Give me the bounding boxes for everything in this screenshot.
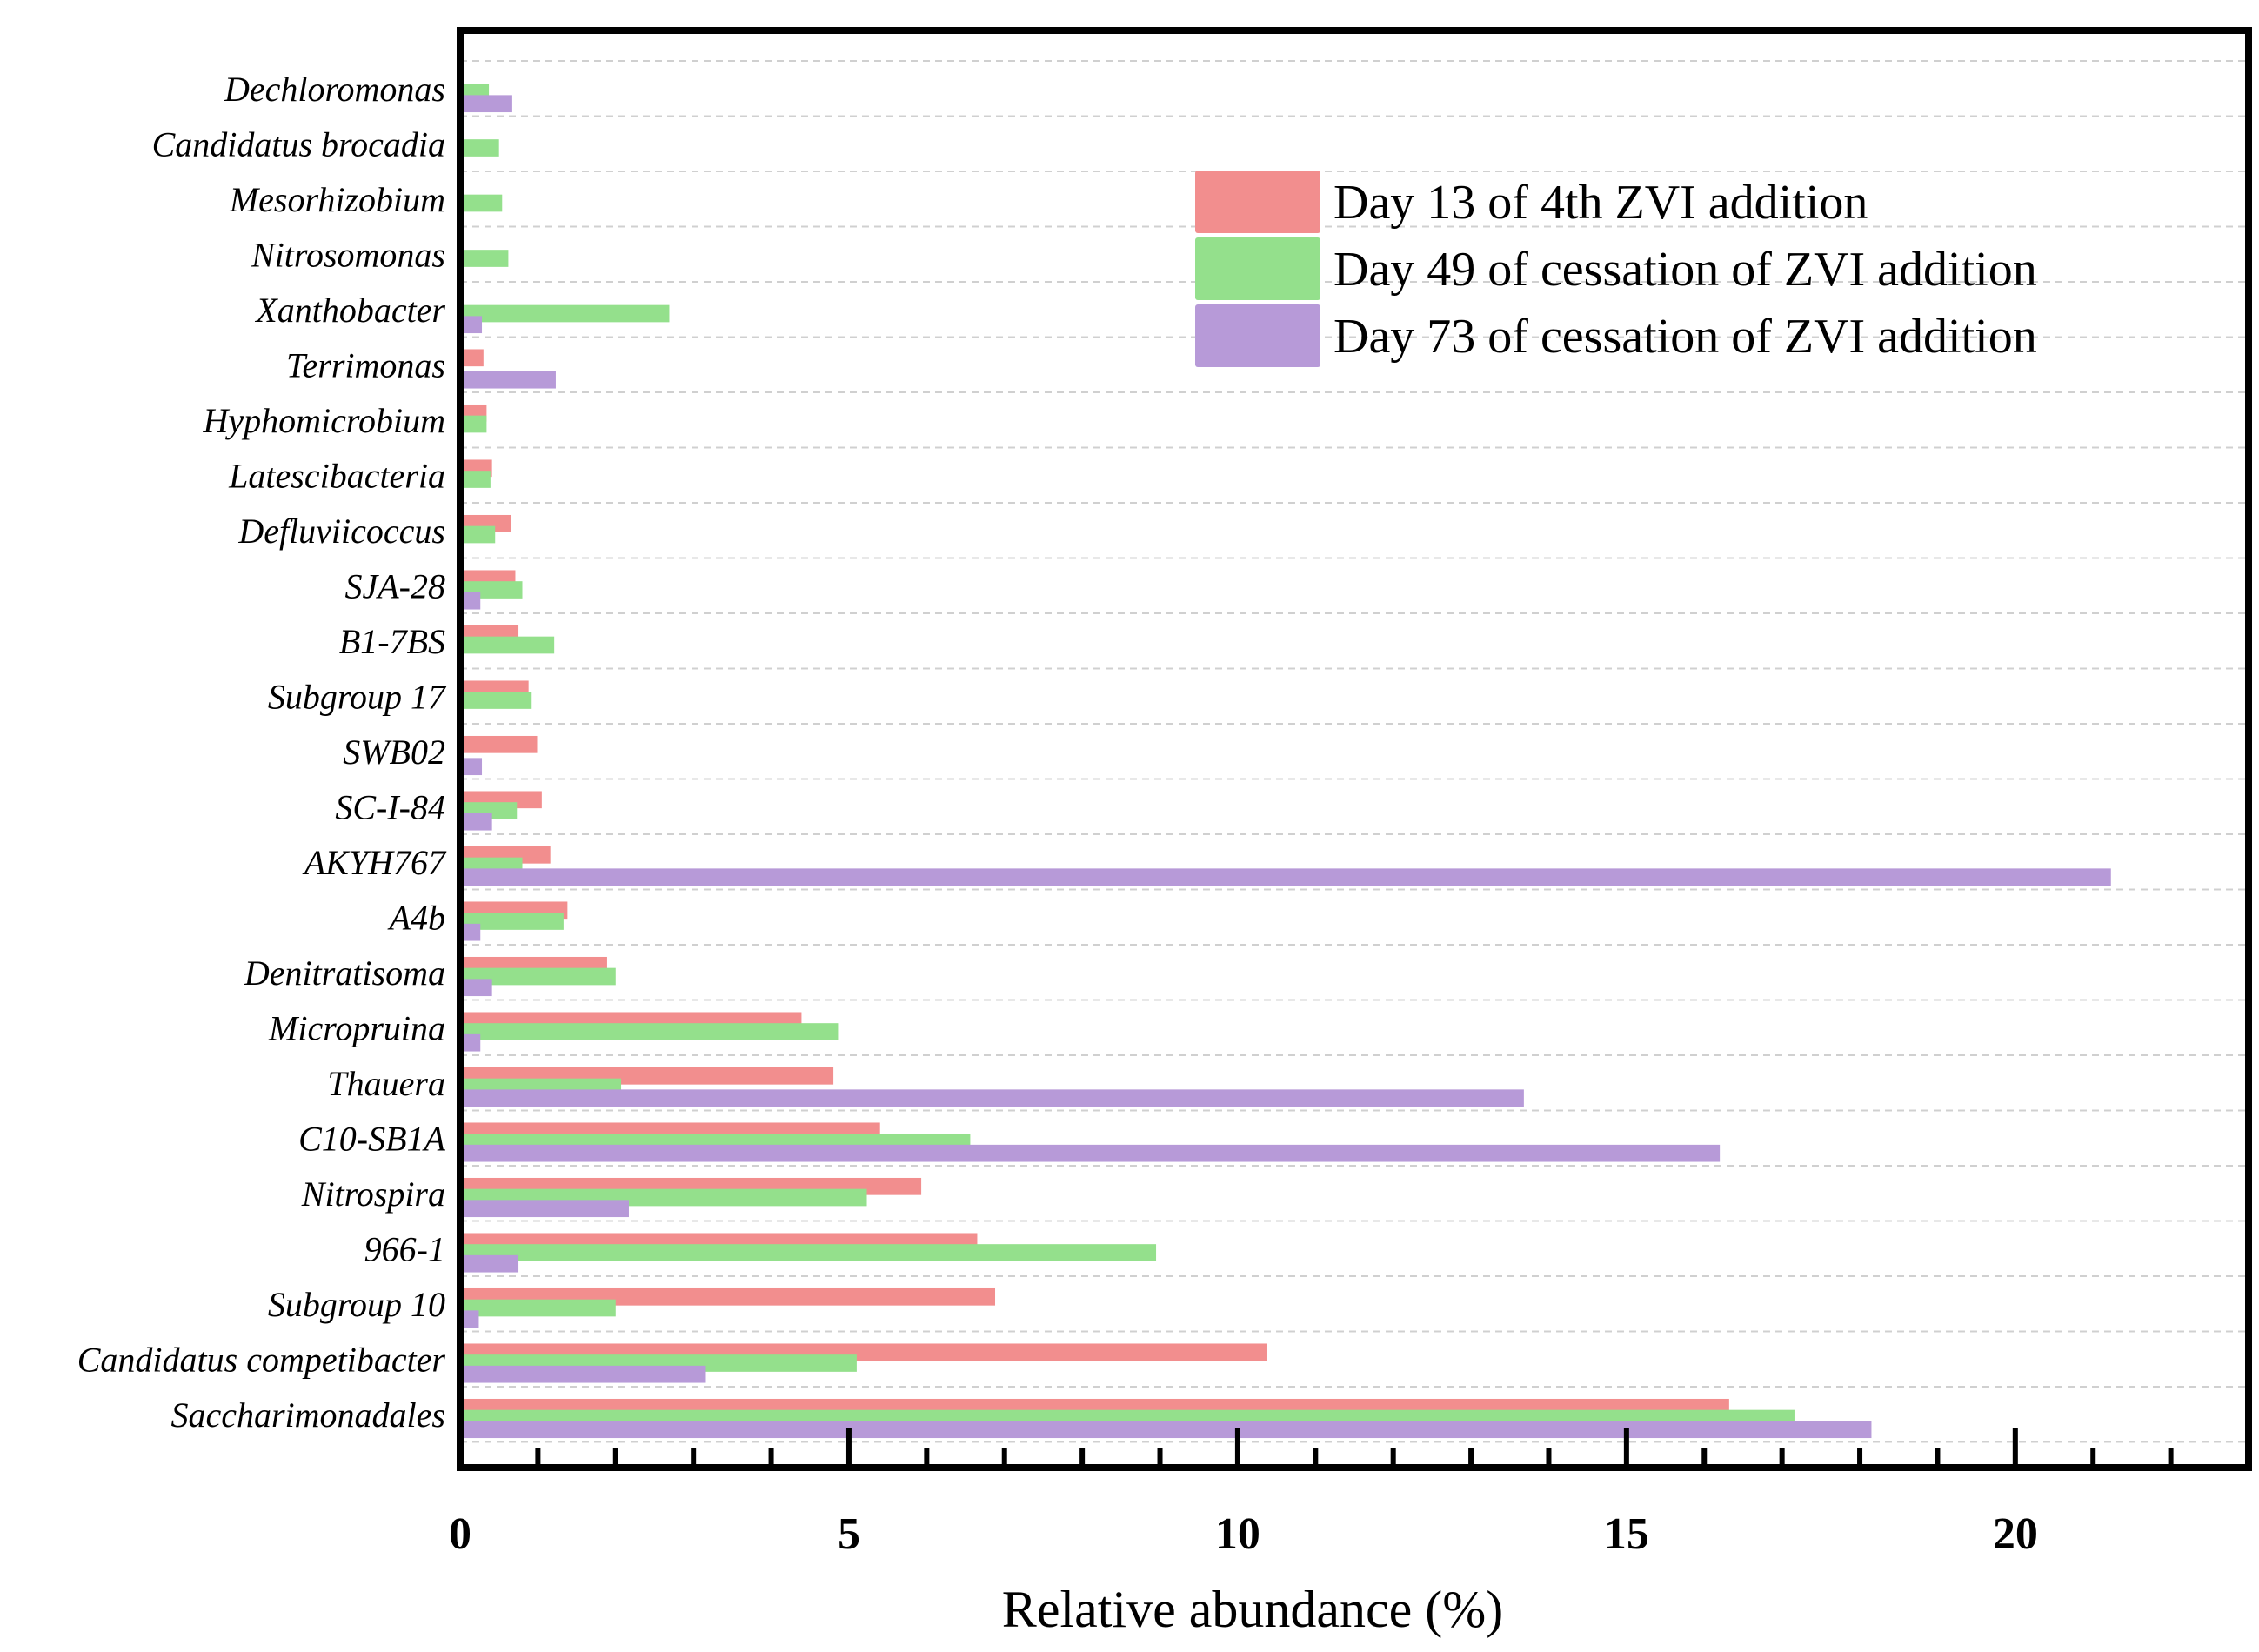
legend-swatch bbox=[1195, 171, 1320, 233]
x-tick-label: 15 bbox=[1604, 1509, 1649, 1559]
bar-day73 bbox=[460, 316, 483, 334]
category-label: Defluviicoccus bbox=[237, 512, 445, 551]
bar-day49 bbox=[460, 471, 491, 488]
bar-day73 bbox=[460, 813, 492, 831]
legend-swatch bbox=[1195, 304, 1320, 367]
bar-day13 bbox=[460, 735, 538, 753]
legend-label: Day 13 of 4th ZVI addition bbox=[1333, 176, 1868, 230]
bar-day73 bbox=[460, 1089, 1524, 1107]
category-label: Nitrosomonas bbox=[251, 235, 445, 274]
bar-day13 bbox=[460, 349, 484, 367]
bar-day49 bbox=[460, 967, 616, 986]
bar-day73 bbox=[460, 1421, 1872, 1439]
legend: Day 13 of 4th ZVI addition Day 49 of cess… bbox=[1195, 171, 2037, 367]
category-label: Terrimonas bbox=[286, 345, 445, 385]
category-label: Latescibacteria bbox=[228, 456, 445, 495]
category-label: Subgroup 17 bbox=[268, 677, 447, 716]
bar-day73 bbox=[460, 95, 512, 113]
category-label: Mesorhizobium bbox=[229, 180, 445, 219]
bars bbox=[460, 84, 2111, 1439]
bar-day73 bbox=[460, 1033, 481, 1052]
x-ticks: 0 5 10 15 20 bbox=[449, 1428, 2174, 1559]
bar-day49 bbox=[460, 139, 499, 157]
bar-day49 bbox=[460, 250, 509, 267]
x-tick-label: 0 bbox=[449, 1509, 471, 1559]
bar-day73 bbox=[460, 1254, 519, 1273]
category-label: C10-SB1A bbox=[298, 1119, 445, 1158]
category-label: 966-1 bbox=[364, 1229, 445, 1268]
bar-day49 bbox=[460, 1299, 616, 1317]
bar-day49 bbox=[460, 1023, 839, 1040]
legend-label: Day 73 of cessation of ZVI addition bbox=[1333, 310, 2037, 364]
category-label: SWB02 bbox=[343, 732, 445, 772]
x-tick-label: 5 bbox=[838, 1509, 860, 1559]
category-label: Xanthobacter bbox=[254, 291, 445, 330]
x-tick-label: 10 bbox=[1215, 1509, 1260, 1559]
category-label: Candidatus competibacter bbox=[77, 1340, 446, 1379]
bar-day49 bbox=[460, 415, 487, 433]
legend-swatch bbox=[1195, 237, 1320, 300]
legend-label: Day 49 of cessation of ZVI addition bbox=[1333, 243, 2037, 297]
category-label: AKYH767 bbox=[302, 843, 447, 882]
category-label: Nitrospira bbox=[301, 1174, 445, 1214]
bar-day49 bbox=[460, 692, 532, 709]
bar-day73 bbox=[460, 371, 556, 389]
y-tick-labels: Dechloromonas Candidatus brocadia Mesorhiz… bbox=[77, 70, 447, 1435]
bar-day49 bbox=[460, 525, 496, 544]
bar-day73 bbox=[460, 868, 2111, 886]
bar-day73 bbox=[460, 592, 481, 610]
bar-day73 bbox=[460, 758, 483, 776]
category-label: A4b bbox=[387, 898, 445, 937]
bar-day73 bbox=[460, 923, 481, 941]
bar-day49 bbox=[460, 194, 503, 212]
category-label: B1-7BS bbox=[339, 622, 445, 661]
bar-day49 bbox=[460, 913, 564, 930]
bar-day49 bbox=[460, 1244, 1157, 1261]
category-label: Thauera bbox=[327, 1064, 445, 1103]
category-label: Hyphomicrobium bbox=[203, 401, 445, 440]
category-label: Micropruina bbox=[268, 1008, 445, 1047]
gridlines bbox=[460, 60, 2249, 1443]
category-label: Denitratisoma bbox=[244, 953, 445, 993]
bar-day73 bbox=[460, 1144, 1721, 1162]
category-label: Candidatus brocadia bbox=[152, 124, 445, 164]
plot-frame bbox=[457, 27, 2252, 1471]
category-label: SJA-28 bbox=[344, 566, 445, 605]
bar-day73 bbox=[460, 979, 492, 997]
bar-day73 bbox=[460, 1200, 629, 1218]
category-label: Saccharimonadales bbox=[170, 1395, 445, 1435]
bar-day49 bbox=[460, 636, 555, 654]
category-label: Subgroup 10 bbox=[268, 1285, 445, 1324]
x-axis-label: Relative abundance (%) bbox=[1002, 1581, 1503, 1638]
x-tick-label: 20 bbox=[1993, 1509, 2038, 1559]
category-label: SC-I-84 bbox=[335, 787, 445, 826]
category-label: Dechloromonas bbox=[224, 70, 445, 109]
bar-day49 bbox=[460, 304, 670, 323]
bar-day73 bbox=[460, 1365, 706, 1383]
bar-day73 bbox=[460, 1310, 479, 1328]
